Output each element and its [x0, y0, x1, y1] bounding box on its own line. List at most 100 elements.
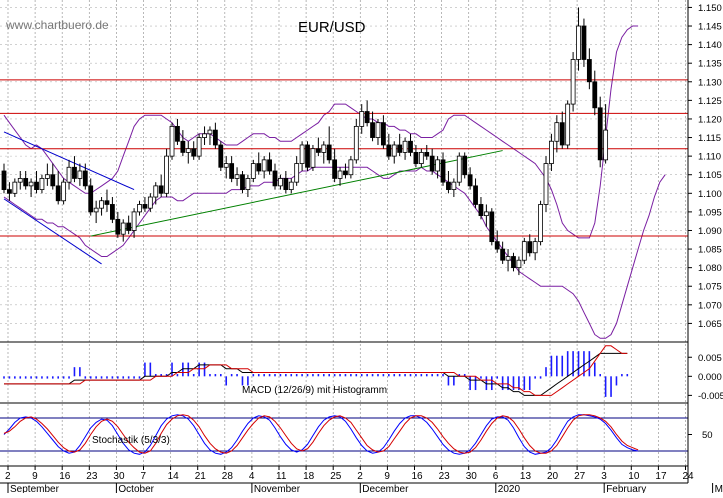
- candle-body: [603, 129, 609, 161]
- x-day-tick-label: 11: [276, 471, 287, 482]
- candle-body: [240, 174, 245, 190]
- x-day-tick-label: 16: [59, 471, 71, 482]
- chart-title: EUR/USD: [298, 19, 366, 36]
- x-day-tick-label: 23: [439, 471, 451, 482]
- candle-body: [310, 148, 316, 168]
- candle-body: [500, 248, 506, 261]
- candle-body: [549, 140, 554, 164]
- price-y-tick-label: 1.120: [698, 114, 722, 125]
- candle-body: [538, 204, 543, 243]
- candle-body: [110, 204, 115, 220]
- candle-body: [359, 111, 365, 127]
- candle-body: [218, 144, 224, 168]
- watermark-text: www.chartbuero.de: [5, 18, 109, 32]
- candle-body: [451, 181, 457, 190]
- candle-body: [50, 174, 56, 187]
- x-month-label: November: [254, 484, 301, 493]
- x-day-tick-label: 4: [249, 471, 255, 482]
- x-day-tick-label: 6: [493, 471, 499, 482]
- price-y-tick-label: 1.110: [698, 152, 721, 163]
- candle-body: [543, 163, 549, 205]
- macd-y-tick-label: 0.000: [698, 372, 722, 383]
- candle-body: [586, 59, 592, 83]
- candle-body: [527, 241, 533, 254]
- trend-line: [3, 198, 102, 265]
- candle-body: [158, 185, 164, 194]
- candle-body: [28, 181, 34, 187]
- candle-body: [99, 200, 104, 209]
- candle-body: [370, 122, 375, 138]
- candle-body: [516, 259, 522, 269]
- stochastic-d-line: [3, 414, 639, 454]
- stochastic-label: Stochastik (5/3/3): [92, 435, 170, 446]
- candle-body: [418, 152, 424, 164]
- price-y-tick-label: 1.140: [698, 40, 722, 51]
- price-y-tick-label: 1.075: [698, 282, 722, 293]
- x-day-tick-label: 13: [520, 471, 532, 482]
- candle-body: [413, 152, 419, 164]
- candle-body: [23, 178, 29, 187]
- candle-body: [120, 222, 126, 235]
- x-day-tick-label: 20: [547, 471, 559, 482]
- candle-body: [283, 178, 289, 190]
- x-day-tick-label: 25: [330, 471, 342, 482]
- price-y-tick-label: 1.065: [698, 319, 722, 330]
- candle-body: [581, 25, 587, 60]
- candle-body: [337, 170, 343, 179]
- stochastic-k-line: [3, 414, 639, 455]
- candle-body: [386, 144, 392, 157]
- candle-body: [39, 178, 45, 190]
- candle-body: [234, 174, 240, 179]
- candle-body: [288, 181, 294, 190]
- candle-body: [77, 170, 83, 179]
- candle-body: [570, 59, 576, 105]
- candle-body: [446, 181, 451, 190]
- candle-body: [343, 170, 348, 176]
- x-month-label: 2020: [498, 484, 521, 493]
- candle-body: [180, 140, 186, 153]
- price-y-tick-label: 1.080: [698, 263, 722, 274]
- macd-y-tick-label: -0.005: [698, 391, 723, 402]
- candle-body: [576, 25, 581, 60]
- x-day-tick-label: 30: [113, 471, 125, 482]
- candle-body: [185, 148, 191, 153]
- candle-body: [440, 159, 446, 183]
- price-y-tick-label: 1.145: [698, 22, 722, 33]
- candle-body: [115, 218, 121, 235]
- candle-body: [137, 204, 142, 213]
- candle-body: [305, 144, 310, 168]
- candle-body: [1, 170, 7, 190]
- candle-body: [505, 256, 511, 261]
- candle-body: [559, 122, 565, 146]
- candle-body: [66, 166, 72, 183]
- candle-body: [380, 122, 386, 146]
- macd-signal-line: [4, 345, 628, 396]
- candle-body: [294, 163, 300, 183]
- candle-body: [44, 174, 50, 179]
- candle-body: [521, 241, 527, 261]
- candle-body: [299, 144, 305, 164]
- candle-body: [424, 152, 430, 157]
- candle-body: [267, 159, 272, 172]
- candle-body: [212, 129, 218, 146]
- candle-body: [408, 140, 413, 153]
- x-day-tick-label: 28: [222, 471, 234, 482]
- price-y-tick-label: 1.090: [698, 226, 722, 237]
- candle-body: [397, 144, 403, 153]
- candle-body: [494, 241, 500, 250]
- candle-body: [473, 185, 478, 205]
- candle-body: [223, 163, 229, 168]
- bollinger-upper-band: [3, 25, 639, 239]
- x-day-tick-label: 10: [628, 471, 640, 482]
- candle-body: [364, 111, 370, 124]
- candle-body: [435, 159, 441, 172]
- x-day-tick-label: 7: [141, 471, 147, 482]
- candle-body: [462, 155, 468, 176]
- price-y-tick-label: 1.135: [698, 59, 722, 70]
- candle-body: [256, 163, 262, 172]
- x-day-tick-label: 14: [168, 471, 180, 482]
- price-y-tick-label: 1.125: [698, 96, 722, 107]
- candle-body: [321, 144, 327, 153]
